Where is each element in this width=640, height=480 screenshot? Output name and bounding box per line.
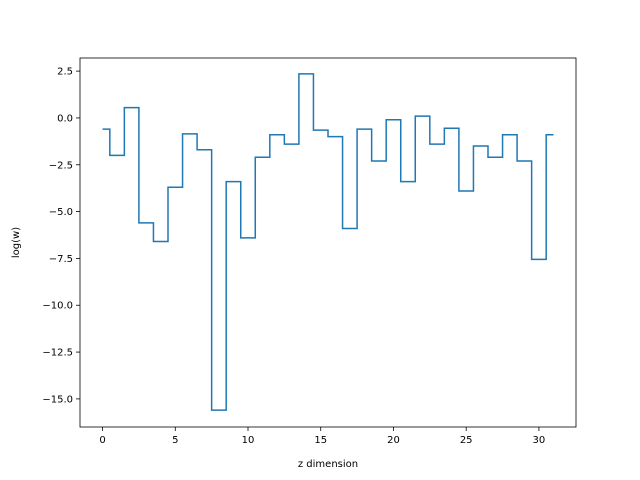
series-line-0 [102, 73, 554, 411]
y-tick-label: −12.5 [42, 348, 73, 359]
series-layer [102, 73, 554, 411]
y-axis-ticks: 2.5 0.0 −2.5 −5.0 −7.5 −10.0 −12.5 −15.0 [42, 67, 80, 405]
x-tick-label: 0 [99, 435, 105, 446]
x-tick-label: 5 [172, 435, 178, 446]
x-tick-label: 10 [242, 435, 255, 446]
y-tick-label: −10.0 [42, 301, 73, 312]
x-tick-label: 15 [314, 435, 327, 446]
x-tick-label: 20 [387, 435, 400, 446]
y-tick-label: 0.0 [57, 113, 73, 124]
y-tick-label: −7.5 [49, 254, 73, 265]
y-tick-label: −2.5 [49, 160, 73, 171]
x-axis-ticks: 0 5 10 15 20 25 30 [99, 427, 545, 446]
x-tick-label: 25 [460, 435, 473, 446]
y-tick-label: −5.0 [49, 207, 73, 218]
y-tick-label: 2.5 [57, 67, 73, 78]
y-tick-label: −15.0 [42, 394, 73, 405]
x-axis-label: z dimension [298, 459, 358, 470]
y-axis-label: log(w) [11, 227, 22, 258]
plot-area-frame [79, 57, 577, 428]
x-tick-label: 30 [533, 435, 546, 446]
